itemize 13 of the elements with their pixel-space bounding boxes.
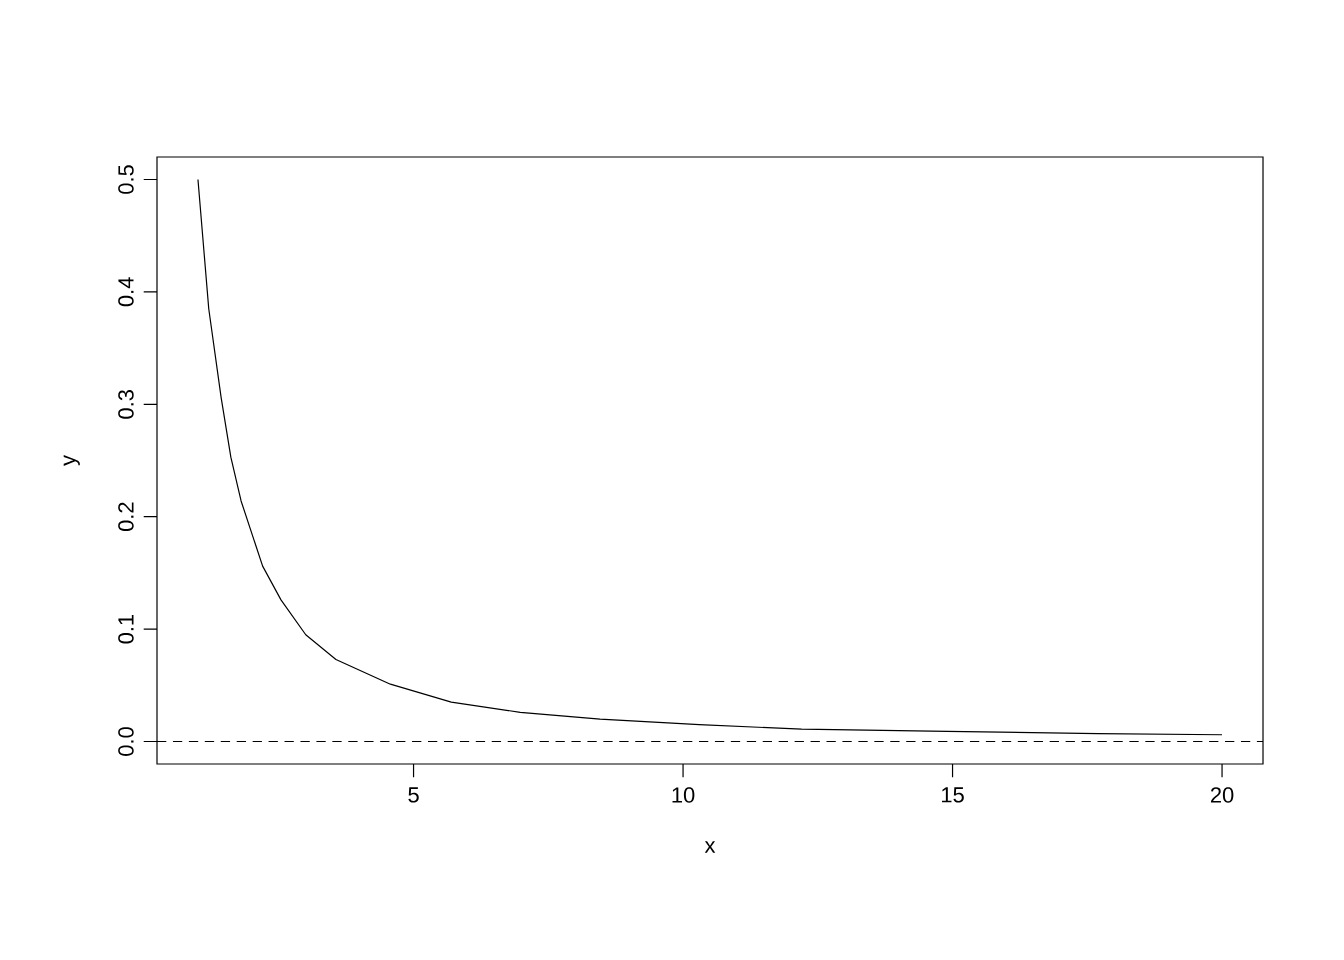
y-axis-title: y xyxy=(63,455,80,466)
line-series xyxy=(197,178,1223,736)
y-tick-label: 0.5 xyxy=(118,165,134,194)
y-tick-label: 0.0 xyxy=(118,727,134,756)
x-tick-label: 5 xyxy=(408,787,419,803)
x-tick-label: 10 xyxy=(672,787,695,803)
y-tick-label: 0.2 xyxy=(118,502,134,532)
x-tick-label: 20 xyxy=(1210,787,1234,803)
y-tick-label: 0.3 xyxy=(118,390,134,419)
y-tick-label: 0.4 xyxy=(118,277,134,307)
x-axis-title: x xyxy=(704,841,716,853)
x-tick-label: 15 xyxy=(942,787,964,803)
y-tick-label: 0.1 xyxy=(118,614,134,644)
